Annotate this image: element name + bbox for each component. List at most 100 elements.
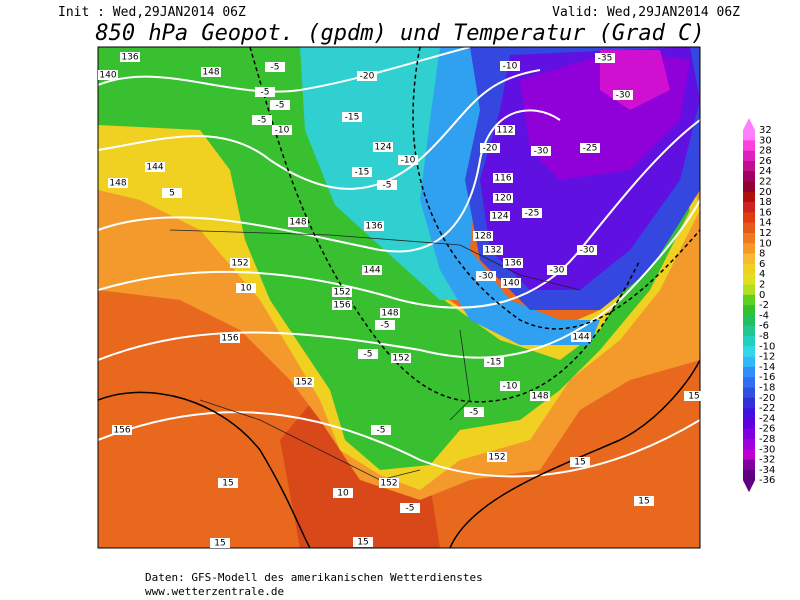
contour-label: -10 — [275, 126, 290, 136]
contour-label-box — [484, 357, 504, 367]
contour-label-box — [476, 271, 496, 281]
temp-field — [420, 47, 600, 345]
contour-label: 10 — [240, 284, 252, 294]
colorbar-segment — [743, 160, 755, 172]
colorbar-segment — [743, 418, 755, 429]
colorbar-label: 22 — [759, 177, 772, 188]
contour-label: -30 — [479, 272, 494, 282]
contour-label: 148 — [202, 68, 219, 78]
contour-label: -5 — [383, 181, 392, 191]
colorbar-segment — [743, 325, 755, 337]
contour-label-box — [272, 125, 292, 135]
colorbar-label: 16 — [759, 207, 772, 218]
colorbar-label: -18 — [759, 383, 775, 394]
contour-label: 124 — [491, 212, 508, 222]
contour-label: -30 — [580, 246, 595, 256]
colorbar-segment — [743, 274, 755, 285]
colorbar-label: -32 — [759, 455, 775, 466]
contour-label: 15 — [357, 538, 368, 548]
contour-label-box — [500, 381, 520, 391]
contour-label-box — [493, 173, 513, 183]
colorbar-label: 18 — [759, 197, 772, 208]
contour-label: -30 — [550, 266, 565, 276]
contour-label-box — [236, 283, 256, 293]
colorbar-label: -6 — [759, 321, 769, 332]
contour-label: 15 — [222, 479, 233, 489]
contour-label: 140 — [99, 71, 116, 81]
contour-label-box — [493, 193, 513, 203]
colorbar-label: 24 — [759, 166, 772, 177]
contour-label: 136 — [121, 53, 138, 63]
colorbar-segment — [743, 150, 755, 162]
contour-label-box — [490, 211, 510, 221]
colorbar-label: -28 — [759, 434, 775, 445]
colorbar-label: 12 — [759, 228, 772, 239]
contour-label-box — [265, 62, 285, 72]
contour-label-box — [210, 538, 230, 548]
colorbar: 32302826242220181614121086420-2-4-6-8-10… — [743, 118, 775, 493]
map-frame — [97, 46, 701, 549]
colorbar-segment — [743, 336, 755, 347]
contour-label-box — [473, 231, 493, 241]
contour-label: 152 — [295, 378, 312, 388]
colorbar-label: -16 — [759, 372, 775, 383]
colorbar-segment — [743, 439, 755, 450]
contour-label-box — [501, 278, 521, 288]
contour-label-box — [377, 180, 397, 190]
colorbar-label: -14 — [759, 362, 775, 373]
contour-label: 144 — [572, 333, 589, 343]
contour-label-box — [503, 258, 523, 268]
contour-label-box — [352, 167, 372, 177]
colorbar-segment — [743, 366, 755, 378]
colorbar-segment — [743, 191, 755, 203]
colorbar-label: 4 — [759, 269, 765, 280]
colorbar-label: 26 — [759, 156, 772, 167]
colorbar-label: 8 — [759, 249, 765, 260]
contour-label: 152 — [392, 354, 409, 364]
contour-label: 156 — [333, 301, 350, 311]
contour-label-box — [218, 478, 238, 488]
contour-label-box — [464, 407, 484, 417]
colorbar-label: -4 — [759, 310, 769, 321]
colorbar-segment — [743, 284, 755, 296]
contour-label-box — [220, 333, 240, 343]
contour-label: 15 — [574, 458, 585, 468]
colorbar-segment — [743, 171, 755, 182]
contour-label: -30 — [534, 147, 549, 157]
contour-label-box — [547, 265, 567, 275]
contour-label-box — [380, 308, 400, 318]
contour-label: 136 — [365, 222, 382, 232]
contour-label-box — [201, 67, 221, 77]
contour-label-box — [379, 478, 399, 488]
contour-label-box — [108, 178, 128, 188]
contour-label-box — [288, 217, 308, 227]
contour-label-box — [684, 391, 704, 401]
contour-label: 144 — [363, 266, 380, 276]
contour-label-box — [400, 503, 420, 513]
contour-label: -5 — [470, 408, 479, 418]
contour-label-box — [483, 245, 503, 255]
contour-label-box — [120, 52, 140, 62]
contour-label: 152 — [380, 479, 397, 489]
contour-label: -5 — [276, 101, 285, 111]
contour-label: 128 — [474, 232, 491, 242]
valid-time: Valid: Wed,29JAN2014 06Z — [552, 5, 740, 20]
contour-label-box — [480, 143, 500, 153]
contour-label: 5 — [169, 189, 175, 199]
contour-label: 15 — [638, 497, 649, 507]
contour-label: -20 — [360, 72, 375, 82]
colorbar-segment — [743, 233, 755, 244]
colorbar-label: 14 — [759, 218, 772, 229]
colorbar-label: 20 — [759, 187, 772, 198]
contour-label-box — [162, 188, 182, 198]
colorbar-segment — [743, 459, 755, 471]
colorbar-label: -36 — [759, 475, 775, 486]
contour-label: -5 — [261, 88, 270, 98]
colorbar-label: -2 — [759, 300, 769, 311]
colorbar-label: -12 — [759, 352, 775, 363]
contour-label: 152 — [231, 259, 248, 269]
contour-label: -5 — [377, 426, 386, 436]
contour-label-box — [145, 162, 165, 172]
contour-label: 148 — [109, 179, 126, 189]
